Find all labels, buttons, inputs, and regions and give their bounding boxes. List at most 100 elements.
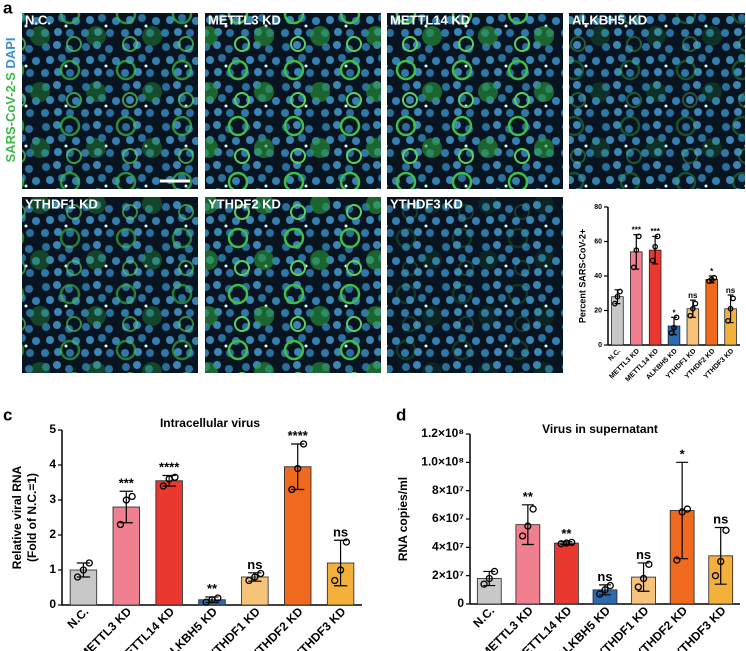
data-point: [690, 305, 696, 312]
significance-label: ****: [288, 428, 309, 443]
micrograph-stain: [22, 13, 198, 189]
y-tick-label: 60: [594, 238, 602, 245]
data-point: [518, 532, 527, 540]
data-point: [687, 312, 694, 319]
micrograph-stain: [387, 13, 563, 189]
data-point: [673, 314, 680, 321]
data-point: [727, 305, 734, 312]
data-point: [725, 317, 731, 324]
chart-title: Virus in supernatant: [542, 422, 658, 436]
data-point: [331, 576, 339, 585]
data-point: [557, 540, 565, 548]
error-bar: [76, 562, 91, 578]
image-label: N.C.: [25, 12, 51, 27]
data-point: [652, 243, 658, 250]
data-point: [116, 520, 125, 529]
data-point: [711, 572, 720, 580]
image-label: YTHDF3 KD: [390, 196, 463, 211]
data-point: [122, 496, 130, 504]
x-tick-label: N.C.: [65, 604, 92, 631]
y-tick-label: 80: [594, 204, 602, 211]
data-point: [630, 264, 637, 271]
y-tick-label: 0: [49, 597, 56, 611]
data-point: [336, 566, 345, 574]
y-axis-label: (Fold of N.C.=1): [25, 473, 39, 562]
y-tick-label: 1.2×10⁸: [421, 426, 464, 440]
y-axis-label: Percent SARS-CoV-2+: [577, 229, 587, 323]
data-point: [257, 569, 265, 578]
significance-label: ns: [688, 291, 698, 300]
significance-label: ns: [636, 547, 651, 562]
data-point: [79, 566, 88, 574]
data-point: [524, 522, 532, 530]
image-label: METTL14 KD: [390, 12, 470, 27]
data-point: [649, 257, 656, 264]
y-tick-label: 2: [49, 527, 56, 541]
data-point: [245, 576, 253, 585]
significance-label: ns: [247, 557, 262, 572]
bar: [705, 279, 718, 346]
data-point: [617, 288, 623, 295]
data-point: [596, 590, 604, 598]
panel-label: d: [396, 405, 406, 424]
data-point: [485, 574, 493, 583]
data-point: [202, 598, 210, 606]
y-tick-label: 0: [457, 596, 464, 610]
y-tick-label: 6×10⁷: [432, 511, 464, 525]
data-point: [692, 300, 699, 307]
error-bar: [637, 562, 650, 592]
image-label: METTL3 KD: [208, 12, 281, 27]
data-point: [717, 557, 725, 566]
data-point: [128, 492, 136, 501]
significance-label: ***: [650, 227, 660, 236]
data-point: [639, 574, 648, 583]
data-point: [490, 567, 499, 576]
significance-label: ***: [632, 226, 642, 235]
bar: [155, 480, 183, 606]
micrograph-stain: [22, 197, 198, 373]
data-point: [645, 560, 653, 568]
stain-label: DAPI: [3, 38, 18, 69]
significance-label: *: [710, 267, 714, 276]
y-axis-label: Relative viral RNA: [10, 465, 24, 569]
stain-label: SARS-CoV-2-S: [3, 72, 18, 163]
data-point: [614, 293, 621, 300]
data-point: [668, 330, 675, 336]
panel-label: c: [3, 405, 12, 424]
data-point: [568, 538, 576, 547]
data-point: [480, 580, 488, 588]
panel-label: a: [3, 0, 13, 17]
data-point: [633, 247, 640, 253]
data-point: [673, 556, 681, 564]
data-point: [299, 440, 308, 448]
error-bar: [333, 539, 348, 587]
image-label: YTHDF1 KD: [25, 196, 98, 211]
x-tick-label: N.C.: [470, 603, 497, 630]
significance-label: ***: [119, 475, 135, 490]
chart-title: Intracellular virus: [160, 416, 260, 430]
significance-label: ns: [597, 569, 612, 584]
y-tick-label: 8×10⁷: [432, 483, 464, 497]
data-point: [288, 485, 296, 494]
significance-label: ****: [159, 460, 180, 475]
micrographs: N.C. METTL3 KD METTL14 KD ALKBH5 KD YTHDF1 K…: [22, 12, 745, 373]
data-point: [634, 583, 642, 591]
y-axis-label: RNA copies/ml: [396, 477, 410, 561]
image-axis-label: SARS-CoV-2-S DAPI: [3, 38, 18, 163]
micrograph-stain: [569, 13, 745, 189]
y-tick-label: 4: [49, 457, 56, 471]
y-tick-label: 5: [49, 422, 56, 436]
y-tick-label: 3: [49, 492, 56, 506]
significance-label: **: [207, 581, 218, 596]
image-label: ALKBH5 KD: [572, 12, 647, 27]
data-point: [159, 482, 167, 490]
bar: [554, 542, 579, 605]
error-bar: [521, 504, 534, 546]
y-tick-label: 0: [598, 342, 602, 349]
data-point: [722, 526, 730, 534]
significance-label: ns: [726, 286, 736, 295]
significance-label: **: [523, 489, 534, 504]
data-point: [529, 505, 537, 513]
data-point: [683, 505, 692, 513]
